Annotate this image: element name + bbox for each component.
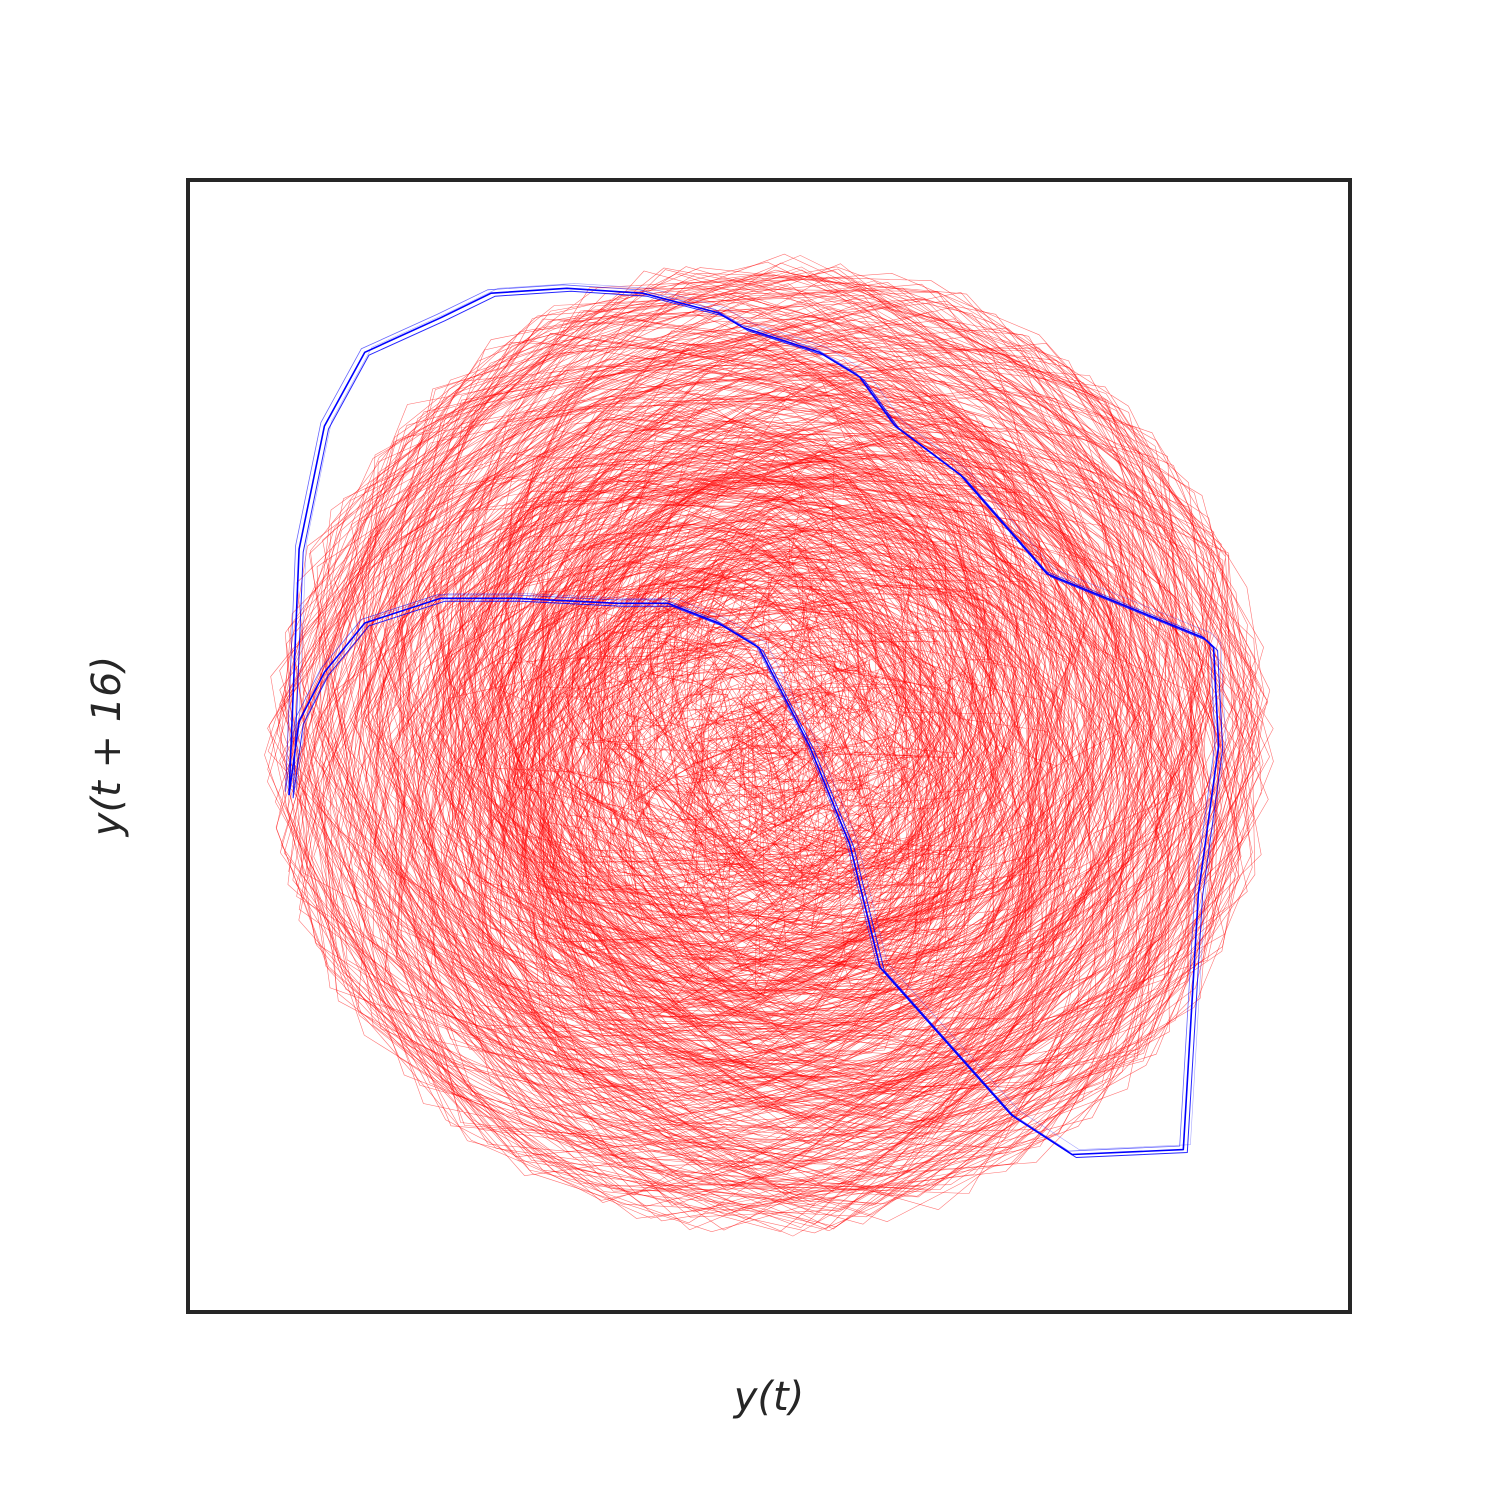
- red-trajectory-segment: [267, 266, 1260, 1206]
- red-trajectory-segment: [277, 361, 1250, 1229]
- noisy-trajectory: [264, 253, 1274, 1237]
- blue-trajectory-loop: [288, 287, 1220, 1156]
- blue-trajectory-loop: [292, 290, 1224, 1158]
- y-axis-label: y(t + 16): [84, 656, 130, 837]
- plot-frame: [186, 178, 1352, 1314]
- red-trajectory-segment: [267, 329, 1256, 1201]
- red-trajectory-segment: [334, 276, 1269, 1218]
- x-axis-label: y(t): [733, 1374, 805, 1420]
- red-trajectory-segment: [274, 283, 1255, 1234]
- red-trajectory-segment: [320, 262, 1205, 1139]
- blue-trajectory-loop: [285, 284, 1216, 1152]
- blue-trajectory-loop: [295, 283, 1226, 1150]
- red-trajectory-segment: [276, 269, 1213, 1228]
- attractor-trajectory: [285, 283, 1226, 1158]
- red-trajectory-segment: [336, 283, 1254, 1192]
- red-trajectory-segment: [264, 274, 1260, 1231]
- red-trajectory-segment: [382, 406, 1172, 1176]
- red-trajectory-segment: [275, 302, 1240, 1210]
- red-trajectory-segment: [268, 281, 1274, 1215]
